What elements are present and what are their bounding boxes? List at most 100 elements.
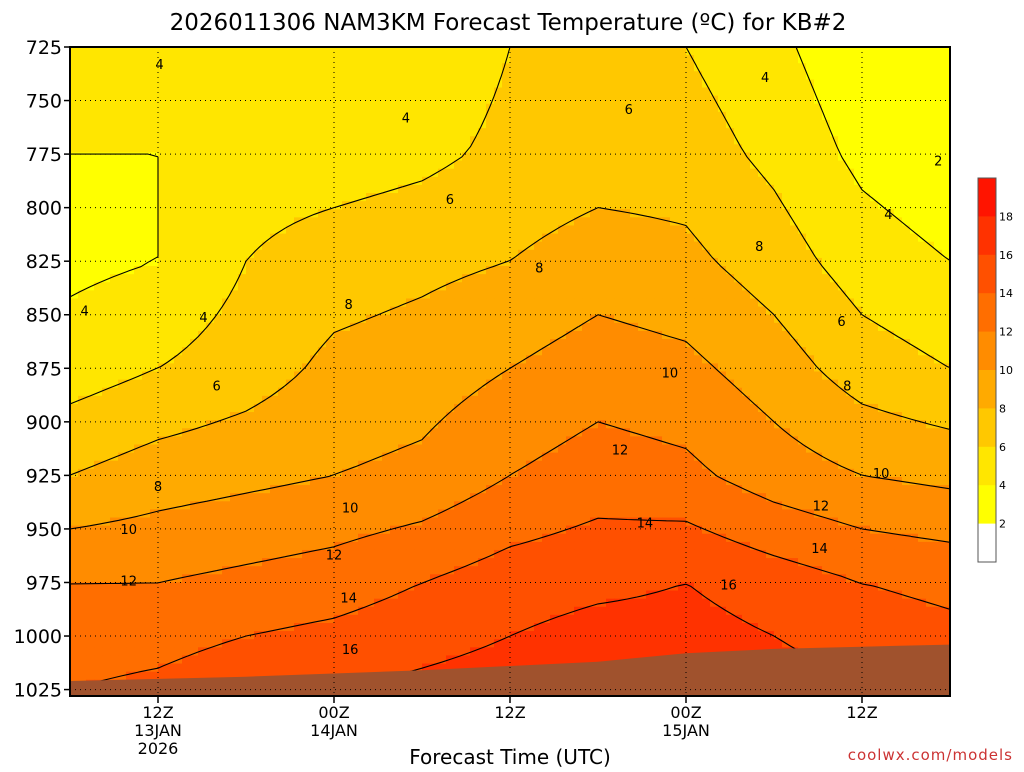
temperature-cell [294, 136, 303, 145]
temperature-cell [902, 298, 911, 308]
temperature-cell [310, 55, 319, 64]
temperature-cell [942, 371, 950, 381]
temperature-cell [590, 387, 599, 397]
temperature-cell [886, 87, 895, 97]
temperature-cell [102, 63, 111, 72]
temperature-cell [910, 79, 919, 89]
temperature-cell [822, 241, 831, 251]
temperature-cell [526, 201, 535, 210]
temperature-cell [894, 87, 903, 97]
temperature-cell [662, 241, 671, 251]
temperature-cell [782, 87, 791, 97]
temperature-cell [326, 233, 335, 243]
temperature-cell [358, 403, 367, 413]
temperature-cell [926, 379, 935, 389]
temperature-cell [830, 233, 839, 243]
temperature-cell [502, 322, 511, 332]
temperature-cell [142, 298, 151, 308]
temperature-cell [86, 330, 95, 340]
temperature-cell [734, 257, 743, 267]
temperature-cell [894, 79, 903, 89]
temperature-cell [158, 47, 167, 56]
temperature-cell [382, 314, 391, 324]
temperature-cell [838, 274, 847, 283]
temperature-cell [542, 71, 551, 81]
temperature-cell [254, 306, 263, 316]
temperature-cell [78, 136, 87, 145]
temperature-cell [878, 347, 887, 356]
temperature-cell [510, 144, 519, 154]
temperature-cell [214, 79, 223, 89]
temperature-cell [694, 152, 703, 162]
temperature-cell [918, 330, 927, 340]
temperature-cell [726, 136, 735, 145]
temperature-cell [734, 120, 743, 129]
temperature-cell [902, 266, 911, 275]
temperature-cell [790, 136, 799, 145]
temperature-cell [558, 201, 567, 210]
temperature-cell [502, 201, 511, 210]
temperature-cell [582, 363, 591, 373]
temperature-cell [798, 298, 807, 308]
temperature-cell [790, 371, 799, 381]
temperature-cell [94, 355, 103, 364]
temperature-cell [342, 168, 351, 178]
temperature-cell [742, 184, 751, 194]
temperature-cell [750, 144, 759, 154]
temperature-cell [334, 160, 343, 170]
temperature-cell [766, 136, 775, 145]
temperature-cell [694, 111, 703, 121]
temperature-cell [878, 168, 887, 178]
temperature-cell [886, 379, 895, 389]
temperature-cell [694, 330, 703, 340]
temperature-cell [878, 379, 887, 389]
temperature-cell [326, 55, 335, 64]
temperature-cell [574, 111, 583, 121]
temperature-cell [238, 160, 247, 170]
temperature-cell [878, 47, 887, 56]
temperature-cell [462, 160, 471, 170]
temperature-cell [254, 152, 263, 162]
temperature-cell [646, 47, 655, 56]
temperature-cell [342, 144, 351, 154]
temperature-cell [542, 355, 551, 364]
temperature-cell [374, 201, 383, 210]
temperature-cell [278, 274, 287, 283]
temperature-cell [590, 160, 599, 170]
temperature-cell [118, 290, 127, 300]
temperature-cell [606, 290, 615, 300]
temperature-cell [118, 111, 127, 121]
temperature-cell [662, 314, 671, 324]
temperature-cell [718, 184, 727, 194]
temperature-cell [70, 339, 79, 348]
temperature-cell [302, 47, 311, 56]
temperature-cell [582, 136, 591, 145]
temperature-cell [486, 282, 495, 291]
temperature-cell [414, 144, 423, 154]
temperature-cell [294, 55, 303, 64]
temperature-cell [590, 241, 599, 251]
temperature-cell [374, 298, 383, 308]
temperature-cell [886, 290, 895, 300]
temperature-cell [638, 87, 647, 97]
temperature-cell [134, 168, 143, 178]
temperature-cell [342, 87, 351, 97]
temperature-cell [822, 233, 831, 243]
temperature-cell [246, 217, 255, 227]
temperature-cell [230, 249, 239, 259]
temperature-cell [542, 257, 551, 267]
temperature-cell [926, 347, 935, 356]
temperature-cell [246, 152, 255, 162]
temperature-cell [558, 120, 567, 129]
temperature-cell [198, 322, 207, 332]
temperature-cell [134, 201, 143, 210]
temperature-cell [382, 371, 391, 381]
temperature-cell [918, 144, 927, 154]
temperature-cell [310, 103, 319, 113]
temperature-cell [246, 120, 255, 129]
temperature-cell [446, 241, 455, 251]
temperature-cell [262, 371, 271, 381]
temperature-cell [382, 355, 391, 364]
temperature-cell [558, 241, 567, 251]
temperature-cell [382, 282, 391, 291]
